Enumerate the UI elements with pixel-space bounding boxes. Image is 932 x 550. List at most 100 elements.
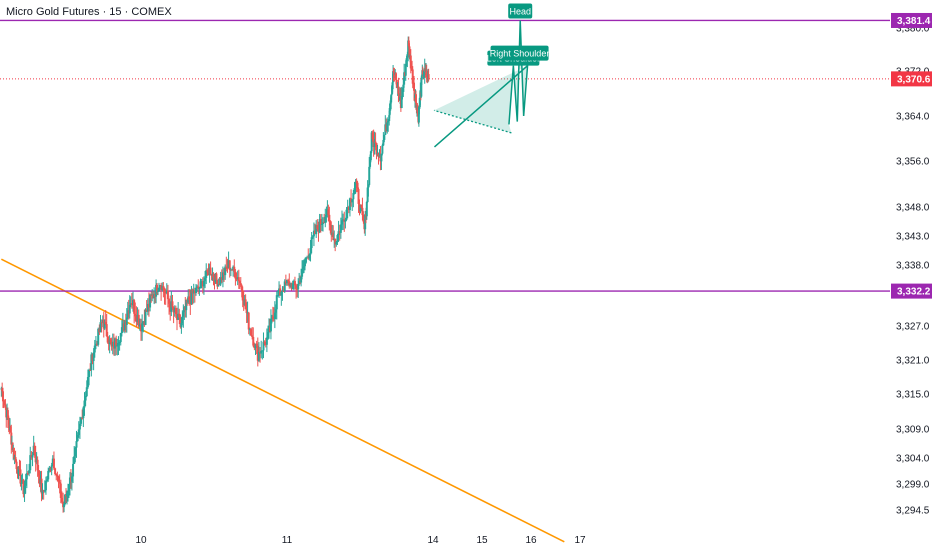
price-tick-label: 3,294.5: [896, 506, 930, 517]
candle-body: [276, 295, 279, 297]
candle-body: [320, 224, 323, 226]
candle-body: [237, 277, 240, 282]
candle-body: [397, 86, 400, 94]
candle-body: [24, 479, 27, 486]
candle-body: [404, 63, 407, 76]
candle-body: [26, 473, 29, 475]
candle-body: [3, 403, 6, 405]
candle-body: [119, 333, 122, 342]
candle-body: [348, 198, 351, 211]
candle-body: [238, 281, 241, 284]
candle-body: [245, 309, 248, 314]
candle-body: [68, 477, 71, 488]
candle-body: [406, 54, 409, 59]
candle-body: [97, 328, 100, 345]
trendline[interactable]: [0, 258, 565, 543]
candle-body: [28, 470, 31, 474]
price-tick-label: 3,380.0: [896, 24, 930, 35]
candle-body: [357, 189, 360, 204]
candle-body: [375, 143, 378, 155]
candle-body: [116, 345, 119, 347]
candle-body: [382, 139, 385, 146]
candle-body: [74, 447, 77, 457]
head-and-shoulders-pattern[interactable]: Left ShoulderHeadRight Shoulder: [433, 3, 549, 148]
candle-body: [244, 299, 247, 310]
candle-body: [360, 204, 363, 208]
chart-title: Micro Gold Futures · 15 · COMEX: [6, 6, 172, 18]
time-axis[interactable]: 10 11 14 15 16 17: [135, 535, 586, 546]
candle-body: [342, 219, 345, 221]
candle-body: [1, 388, 4, 392]
candle-body: [206, 270, 209, 272]
candle-body: [371, 132, 374, 140]
candle-body: [117, 343, 120, 346]
orange-trendline: [0, 258, 565, 543]
candle-body: [158, 285, 161, 288]
time-tick-label: 10: [135, 535, 147, 546]
candle-body: [389, 103, 392, 111]
candle-body: [373, 141, 376, 148]
candle-body: [325, 214, 328, 217]
candle-body: [269, 318, 272, 332]
candle-body: [224, 266, 227, 276]
price-axis[interactable]: 3,294.5 3,299.0 3,304.0 3,309.0 3,315.0 3,321…: [891, 12, 932, 517]
candle-body: [41, 490, 44, 494]
candle-body: [125, 317, 128, 325]
candle-body: [51, 458, 54, 466]
candle-body: [369, 151, 372, 161]
candle-body: [400, 96, 403, 109]
candle-body: [182, 312, 185, 317]
candle-body: [30, 455, 33, 458]
candle-body: [308, 254, 311, 259]
candle-body: [52, 458, 55, 469]
candle-body: [223, 272, 226, 276]
candle-body: [220, 277, 223, 280]
candle-body: [109, 339, 112, 343]
candle-body: [33, 445, 36, 455]
candle-body: [311, 236, 314, 238]
candle-body: [301, 268, 304, 277]
candle-body: [99, 322, 102, 333]
time-tick-label: 17: [574, 535, 586, 546]
candle-body: [362, 215, 365, 222]
pattern-label-right-shoulder: Right Shoulder: [490, 45, 549, 61]
candle-body: [231, 269, 234, 271]
candle-body: [165, 290, 168, 293]
candle-body: [54, 468, 57, 475]
pattern-label-bg: [508, 3, 533, 19]
candle-body: [340, 220, 343, 225]
candle-body: [401, 91, 404, 97]
candle-body: [343, 219, 346, 222]
candle-body: [181, 316, 184, 324]
candle-body: [193, 290, 196, 294]
candle-body: [156, 284, 159, 293]
last-price-tag-text: 3,370.6: [897, 74, 931, 85]
candle-body: [57, 476, 60, 483]
candle-body: [93, 345, 96, 353]
candle-body: [346, 206, 349, 210]
candle-body: [316, 225, 319, 230]
candle-body: [257, 351, 260, 361]
candle-body: [402, 84, 405, 92]
candle-body: [390, 93, 393, 96]
candle-body: [409, 55, 412, 69]
candle-body: [17, 466, 20, 475]
horizontal-levels[interactable]: [0, 19, 890, 292]
candle-body: [15, 461, 18, 469]
candle-body: [314, 230, 317, 235]
candle-body: [10, 432, 13, 445]
pattern-fill: [433, 20, 528, 133]
candle-body: [129, 303, 132, 305]
candle-body: [105, 324, 108, 337]
level-price-tag: 3,332.2: [891, 283, 932, 299]
candle-body: [236, 277, 239, 280]
candle-body: [274, 309, 277, 313]
candle-body: [234, 271, 237, 279]
candle-body: [162, 285, 165, 290]
candle-body: [36, 459, 39, 471]
candle-body: [198, 288, 201, 290]
candle-body: [72, 463, 75, 477]
candle-body: [233, 266, 236, 272]
